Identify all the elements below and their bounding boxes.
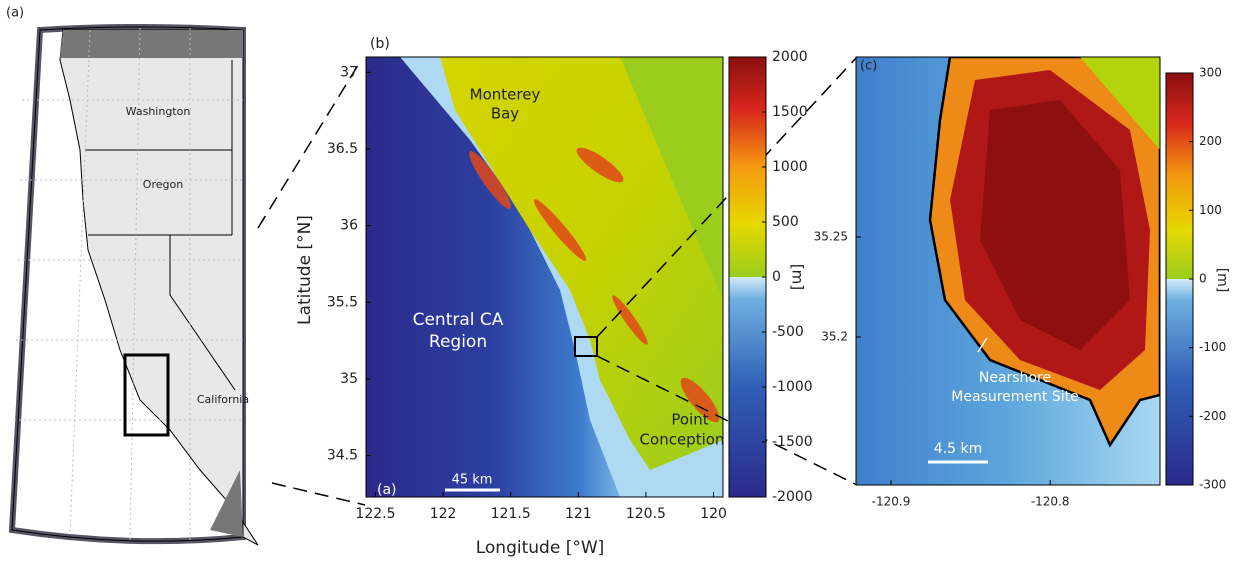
panel-label: (a) [6,6,24,21]
state-label: Washington [126,105,191,118]
scale-bar-label: 4.5 km [934,441,982,457]
axes-frame [855,56,1161,486]
colorbar-tick-label: 200 [1199,134,1222,148]
colorbar-tick-label: -100 [1199,340,1226,354]
colorbar-tick-label: 500 [772,214,799,230]
x-axis-label: Longitude [°W] [476,538,605,558]
panel-label: (a) [377,482,397,498]
y-tick-label: 35 [340,371,358,387]
x-tick-label: -120.8 [1031,495,1070,509]
regional-map [366,57,723,497]
annotation: Region [429,332,487,352]
annotation: Nearshore [979,370,1051,386]
state-label: Oregon [143,178,183,191]
colorbar-tick-label: -500 [772,324,804,340]
annotation: Central CA [413,310,504,330]
colorbar-label: [m] [1214,268,1230,293]
axes-frame [365,56,724,498]
y-axis-label: Latitude [°N] [295,215,315,325]
x-tick-label: 120 [700,506,727,522]
colorbar-tick-label: 2000 [772,49,808,65]
colorbar [728,56,767,498]
annotation: Conception [640,431,725,449]
colorbar-tick-label: -1000 [772,379,813,395]
y-tick-label: 36.5 [327,141,358,157]
colorbar-tick-label: -200 [1199,409,1226,423]
colorbar-tick-label: 0 [1199,272,1207,286]
x-tick-label: 122 [430,506,457,522]
y-tick-label: 36 [340,218,358,234]
colorbar-tick-label: -1500 [772,434,813,450]
annotation: Measurement Site [951,389,1078,405]
panel-label: (b) [370,36,390,52]
x-tick-label: 121.5 [491,506,531,522]
y-tick-label: 34.5 [327,448,358,464]
colorbar-tick-label: -2000 [772,489,813,505]
y-tick-label: 37 [340,64,358,80]
colorbar-tick-label: -300 [1199,478,1226,492]
annotation: Bay [491,105,519,123]
x-tick-label: 121 [565,506,592,522]
y-tick-label: 35.2 [821,330,848,344]
panel-label: (c) [860,59,877,74]
annotation: Point [671,411,708,429]
colorbar-tick-label: 1000 [772,159,808,175]
state-label: California [197,393,249,406]
colorbar-tick-label: 0 [772,269,781,285]
x-tick-label: 120.5 [626,506,666,522]
site-map [856,57,1160,485]
colorbar-tick-label: 1500 [772,104,808,120]
colorbar-label: [m] [789,264,807,290]
annotation: Monterey [470,86,541,104]
colorbar-tick-label: 100 [1199,203,1222,217]
colorbar [1165,72,1194,486]
x-tick-label: -120.9 [872,495,911,509]
scale-bar-label: 45 km [452,473,493,488]
x-tick-label: 122.5 [355,506,395,522]
colorbar-tick-label: 300 [1199,66,1222,80]
y-tick-label: 35.5 [327,294,358,310]
y-tick-label: 35.25 [814,230,848,244]
overview-map: (a) Washington Oregon California [6,6,366,546]
